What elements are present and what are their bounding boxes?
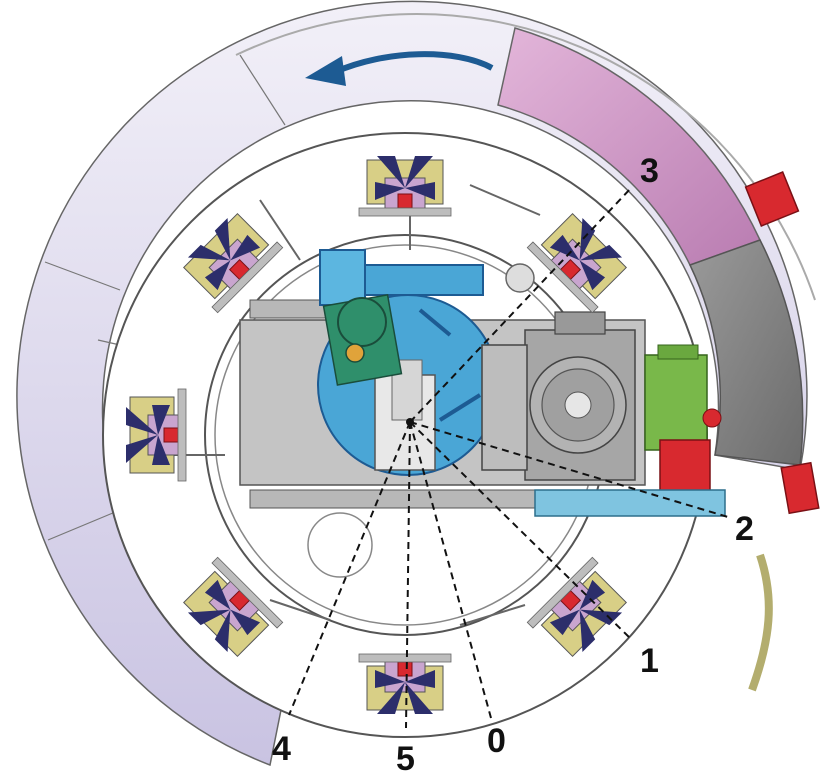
red-tab-upper xyxy=(744,171,800,227)
label-0: 0 xyxy=(487,722,506,760)
tooling-station xyxy=(526,556,627,657)
tooling-station xyxy=(358,156,452,217)
ring-segment-gray xyxy=(688,239,804,466)
leader-origin-point xyxy=(406,418,414,426)
leader-line-4 xyxy=(288,421,411,716)
green-spindle xyxy=(322,294,403,386)
label-4: 4 xyxy=(272,730,291,768)
tooling-station xyxy=(358,653,452,714)
tooling-station xyxy=(526,213,627,314)
drive-motor xyxy=(534,344,726,517)
label-3: 3 xyxy=(640,152,659,190)
label-2: 2 xyxy=(735,510,754,548)
tooling-station xyxy=(183,213,284,314)
red-tab-lower xyxy=(780,461,820,515)
leader-lines xyxy=(288,186,729,729)
tooling-station xyxy=(126,388,187,482)
label-1: 1 xyxy=(640,642,659,680)
leader-line-0 xyxy=(409,421,492,719)
leader-line-2 xyxy=(409,421,729,518)
leader-line-3 xyxy=(409,186,633,423)
tooling-station xyxy=(183,556,284,657)
tooling-stations xyxy=(126,156,627,714)
rotation-arrow xyxy=(305,51,494,86)
leader-line-5 xyxy=(405,421,411,729)
gearbox-housing xyxy=(481,311,636,481)
label-5: 5 xyxy=(396,740,415,778)
leader-line-1 xyxy=(409,421,633,641)
